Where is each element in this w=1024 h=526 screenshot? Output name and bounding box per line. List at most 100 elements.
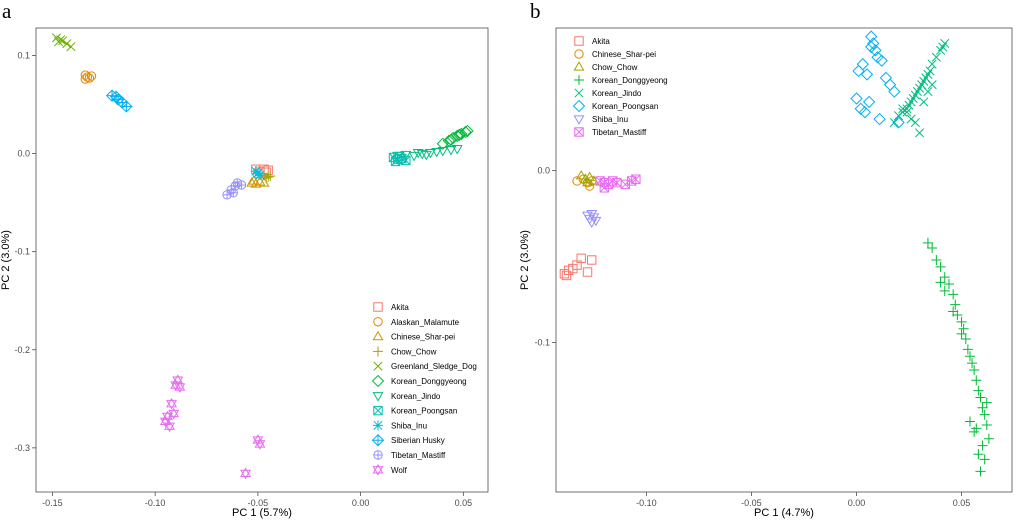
legend-key <box>574 49 584 59</box>
data-point <box>159 415 171 428</box>
legend-item-tibetan-mastiff: Tibetan_Mastiff <box>574 127 647 137</box>
panel-a: a -0.15 -0.10 -0.05 0.00 0.05 0.1 0.0 -0.1 -0.2… <box>0 0 489 519</box>
data-point <box>453 128 466 142</box>
data-point <box>455 127 468 141</box>
data-point <box>263 172 274 183</box>
data-point <box>587 255 597 265</box>
legend-item-shiba-inu: Shiba_Inu <box>573 115 628 125</box>
data-point <box>82 72 93 82</box>
data-point <box>940 38 950 49</box>
panel-b-legend: Akita Chinese_Shar-pei Chow_Chow Korean_Don… <box>572 36 668 137</box>
legend-item-korean-poongsan: Korean_Poongsan <box>373 405 457 416</box>
data-point <box>86 71 97 81</box>
data-point <box>964 416 976 427</box>
y-tick-label: 0.1 <box>17 50 30 60</box>
data-point <box>120 100 133 113</box>
x-tick-label: 0.00 <box>848 498 866 508</box>
series-siberian-husky <box>105 89 133 113</box>
legend-label: Chinese_Shar-pei <box>592 50 656 59</box>
panel-b-y-axis: 0.0 -0.1 <box>534 166 556 347</box>
legend-key <box>573 115 585 125</box>
data-point <box>927 80 937 90</box>
data-point <box>586 218 598 229</box>
legend-item-chow-chow: Chow_Chow <box>372 346 437 357</box>
x-tick-label: -0.15 <box>42 498 63 508</box>
x-tick-label: -0.05 <box>741 498 762 508</box>
data-point <box>869 44 882 57</box>
legend-key <box>573 61 585 71</box>
data-point <box>973 385 984 396</box>
series-shiba-inu <box>250 166 265 181</box>
series-alaskan-malamute <box>80 70 97 84</box>
legend-label: Tibetan_Mastiff <box>592 128 647 137</box>
legend-key <box>372 463 384 476</box>
data-point <box>590 216 602 227</box>
panel-a-y-axis-title: PC 2 (3.0%) <box>0 230 12 290</box>
data-point <box>166 397 178 410</box>
series-korean-poongsan <box>388 151 411 167</box>
data-point <box>956 328 967 339</box>
series-korean-poongsan <box>850 30 905 129</box>
legend-key <box>372 330 384 341</box>
data-point <box>935 277 946 288</box>
data-point <box>865 40 878 54</box>
legend-key <box>372 346 384 357</box>
legend-label: Korean_Donggyeong <box>592 76 668 85</box>
data-point <box>431 147 443 158</box>
legend-item-chow-chow: Chow_Chow <box>573 61 638 72</box>
data-point <box>575 169 587 180</box>
legend-item-korean-donggyeong: Korean_Donggyeong <box>573 74 668 86</box>
panel-b-points <box>559 30 994 477</box>
legend-key <box>373 450 383 460</box>
data-point <box>977 440 988 451</box>
legend-item-greenland-sledge-dog: Greenland_Sledge_Dog <box>373 361 477 371</box>
legend-item-wolf: Wolf <box>372 463 408 476</box>
data-point <box>927 242 938 254</box>
data-point <box>975 392 986 403</box>
legend-label: Wolf <box>391 466 408 475</box>
data-point <box>971 423 982 434</box>
legend-key <box>373 302 383 312</box>
x-tick-label: 0.00 <box>352 498 370 508</box>
legend-label: Korean_Jindo <box>391 392 441 401</box>
data-point <box>850 92 863 105</box>
y-tick-label: -0.2 <box>14 345 30 355</box>
legend-label: Korean_Poongsan <box>391 407 457 416</box>
data-point <box>54 37 64 47</box>
data-point <box>444 133 458 146</box>
data-point <box>892 116 905 129</box>
data-point <box>265 171 276 182</box>
legend-item-korean-poongsan: Korean_Poongsan <box>572 99 658 113</box>
legend-item-shiba-inu: Shiba_Inu <box>372 420 427 431</box>
series-korean-donggyeong <box>922 237 994 477</box>
data-point <box>964 351 976 362</box>
legend-key <box>373 361 383 371</box>
data-point <box>893 111 904 121</box>
data-point <box>943 279 954 290</box>
data-point <box>873 112 886 126</box>
legend-item-tibetan-mastiff: Tibetan_Mastiff <box>373 450 446 460</box>
data-point <box>948 289 959 300</box>
data-point <box>979 409 990 420</box>
data-point <box>394 151 405 162</box>
data-point <box>956 316 967 327</box>
data-point <box>172 374 184 386</box>
legend-key <box>372 420 384 431</box>
legend-item-korean-donggyeong: Korean_Donggyeong <box>371 374 467 388</box>
data-point <box>420 150 432 161</box>
legend-label: Shiba_Inu <box>592 115 628 124</box>
legend-label: Chinese_Shar-pei <box>391 333 455 342</box>
series-wolf <box>159 374 266 480</box>
data-point <box>240 467 252 480</box>
data-point <box>967 358 978 369</box>
data-point <box>902 107 912 117</box>
data-point <box>248 175 260 185</box>
legend-key <box>572 99 586 113</box>
data-point <box>84 73 95 83</box>
data-point <box>599 183 610 193</box>
series-korean-donggyeong <box>436 124 474 150</box>
legend-key <box>574 127 584 137</box>
series-tibetan-mastiff <box>222 178 247 200</box>
legend-label: Siberian Husky <box>391 436 445 445</box>
data-point <box>973 449 984 460</box>
